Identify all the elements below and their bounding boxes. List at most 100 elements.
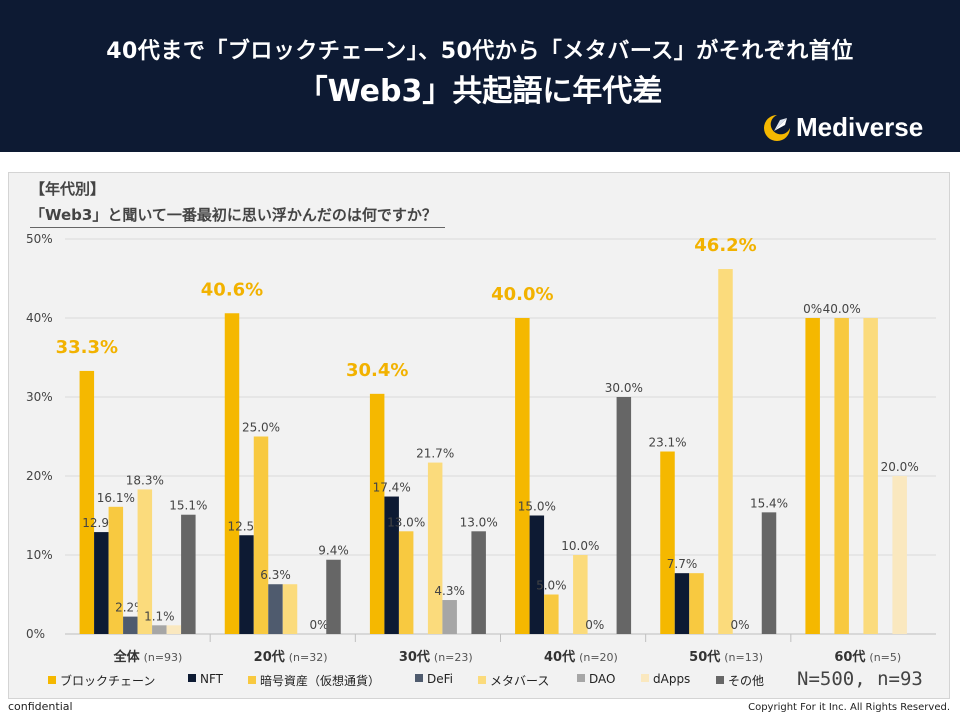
data-label: 17.4% <box>373 481 411 495</box>
bar <box>253 436 269 634</box>
legend-item: ブロックチェーン <box>48 672 156 688</box>
data-label: 10.0% <box>561 539 599 553</box>
legend-label: DAO <box>589 672 616 686</box>
bar <box>181 514 196 634</box>
category-label: 60代 <box>834 649 865 665</box>
data-label: 0% <box>803 302 822 316</box>
legend-item: DAO <box>577 672 615 686</box>
highlight-data-label: 30.4% <box>346 360 408 381</box>
data-label: 4.3% <box>434 584 465 598</box>
data-label: 6.3% <box>260 568 291 582</box>
legend-label: その他 <box>728 674 765 688</box>
data-label: 0% <box>309 618 328 632</box>
legend-item: その他 <box>716 672 765 688</box>
sample-size: N=500, n=93 <box>797 668 923 690</box>
data-label: 7.7% <box>667 557 698 571</box>
bar <box>369 393 385 634</box>
legend-swatch <box>48 676 56 684</box>
data-label: 0% <box>730 618 749 632</box>
bar <box>282 584 298 634</box>
y-tick-label: 50% <box>26 232 53 246</box>
bar <box>834 318 849 634</box>
legend-swatch <box>641 674 649 682</box>
legend-swatch <box>478 676 486 684</box>
legend-swatch <box>716 676 724 684</box>
highlight-data-label: 40.0% <box>491 284 553 305</box>
data-label: 9.4% <box>318 544 349 558</box>
bar <box>384 496 399 634</box>
category-label: 50代 <box>689 649 720 665</box>
question-text: 「Web3」と聞いて一番最初に思い浮かんだのは何ですか？ <box>30 204 445 228</box>
bar <box>326 559 341 634</box>
data-label: 23.1% <box>648 436 686 450</box>
data-label: 13.0% <box>387 515 425 529</box>
y-tick-label: 30% <box>26 390 53 404</box>
legend-label: DeFi <box>427 672 453 686</box>
data-label: 15.4% <box>750 496 788 510</box>
legend-label: メタバース <box>490 674 550 688</box>
category-label: 30代 <box>399 649 430 665</box>
legend-item: 暗号資産（仮想通貨） <box>248 672 381 688</box>
bar <box>108 506 124 634</box>
bar <box>660 451 675 634</box>
bar <box>152 625 167 634</box>
bar <box>123 616 138 634</box>
data-label: 40.0% <box>823 302 861 316</box>
bar <box>515 318 530 634</box>
category-label: 40代 <box>544 649 575 665</box>
bar <box>427 462 443 634</box>
category-label: 全体 <box>113 649 141 665</box>
confidential-label: confidential <box>8 700 73 713</box>
copyright: Copyright For it Inc. All Rights Reserve… <box>748 702 950 713</box>
data-label: 21.7% <box>416 447 454 461</box>
category-label: 20代 <box>254 649 285 665</box>
bar <box>761 512 777 634</box>
data-label: 15.1% <box>169 499 207 513</box>
headline-primary: 40代まで「ブロックチェーン」、50代から「メタバース」がそれぞれ首位 <box>106 39 854 64</box>
bar <box>892 476 907 634</box>
legend-item: dApps <box>641 672 690 686</box>
highlight-data-label: 40.6% <box>201 279 263 300</box>
legend-swatch <box>415 674 423 682</box>
data-label: 15.0% <box>518 500 556 514</box>
data-label: 5.0% <box>536 579 567 593</box>
question-tag: 【年代別】 <box>30 180 106 198</box>
legend-label: ブロックチェーン <box>60 674 156 688</box>
legend-swatch <box>188 674 196 682</box>
legend-label: 暗号資産（仮想通貨） <box>260 674 381 688</box>
bar <box>471 531 486 634</box>
highlight-data-label: 46.2% <box>694 235 756 256</box>
category-count: (n=32) <box>289 651 328 664</box>
legend-label: NFT <box>200 672 223 686</box>
bar <box>442 600 457 634</box>
y-tick-label: 20% <box>26 469 53 483</box>
category-count: (n=5) <box>869 651 901 664</box>
legend-item: メタバース <box>478 672 550 688</box>
y-tick-label: 10% <box>26 548 53 562</box>
data-label: 25.0% <box>242 421 280 435</box>
data-label: 1.1% <box>144 609 175 623</box>
bar <box>137 489 153 634</box>
legend-item: DeFi <box>415 672 453 686</box>
bar <box>398 531 414 634</box>
legend-swatch <box>248 676 256 684</box>
data-label: 16.1% <box>97 491 135 505</box>
data-label: 0% <box>585 618 604 632</box>
legend-label: dApps <box>653 672 691 686</box>
brand-logo: Mediverse <box>760 111 956 145</box>
bar <box>805 318 820 634</box>
data-label: 13.0% <box>460 515 498 529</box>
headline-secondary: 「Web3」共起語に年代差 <box>297 74 663 109</box>
category-count: (n=20) <box>579 651 618 664</box>
bar <box>573 555 588 634</box>
bar <box>268 584 283 634</box>
bar <box>224 313 240 634</box>
bar <box>544 594 559 634</box>
highlight-data-label: 33.3% <box>56 337 118 358</box>
bar <box>239 535 254 634</box>
bar <box>689 573 704 634</box>
bar <box>529 515 545 634</box>
bar <box>674 573 690 634</box>
bar <box>79 370 95 634</box>
